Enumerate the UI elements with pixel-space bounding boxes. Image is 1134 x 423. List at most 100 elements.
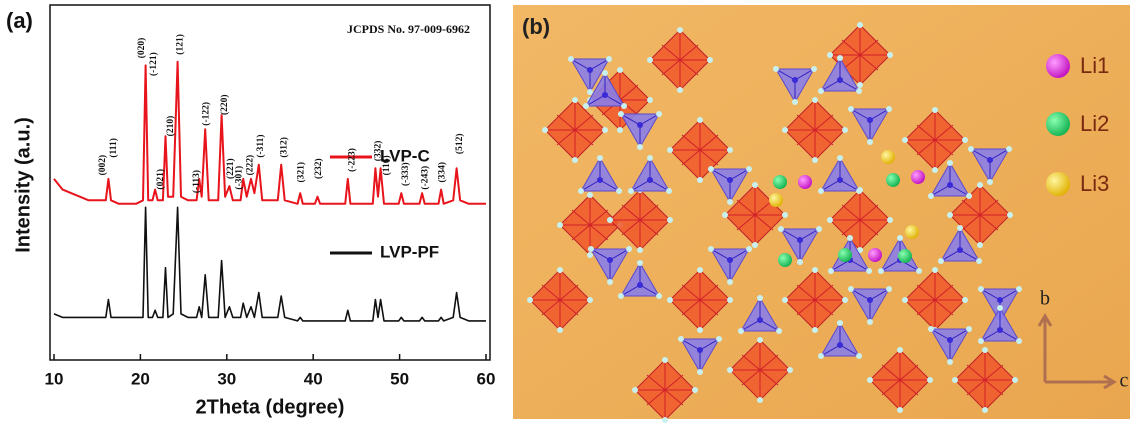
legend-label: Li1: [1080, 53, 1109, 78]
atom: [616, 188, 622, 194]
atom: [856, 88, 862, 94]
atom: [997, 305, 1003, 311]
atom: [607, 217, 613, 223]
atom: [667, 217, 673, 223]
atom: [628, 188, 634, 194]
atom: [667, 147, 673, 153]
series-line: [54, 207, 486, 321]
atom: [897, 235, 903, 241]
atom: [677, 87, 683, 93]
atom: [886, 286, 892, 292]
peak-label: (002): [97, 155, 108, 176]
atom: [557, 267, 563, 273]
peak-label: (116): [381, 155, 392, 175]
atom: [947, 182, 953, 188]
atom: [827, 217, 833, 223]
peak-label: (111): [108, 138, 119, 158]
atom: [738, 328, 744, 334]
atom: [857, 82, 863, 88]
atom: [557, 327, 563, 333]
atom: [692, 387, 698, 393]
atom: [978, 338, 984, 344]
atom: [606, 56, 612, 62]
li-atom: [911, 170, 925, 184]
atom: [773, 66, 779, 72]
li-atom: [769, 193, 783, 207]
peak-label: (-113): [191, 170, 202, 193]
atom: [887, 217, 893, 223]
atom: [757, 397, 763, 403]
atom: [867, 117, 873, 123]
peak-label: (-243): [419, 166, 430, 190]
atom: [848, 286, 854, 292]
atom: [568, 56, 574, 62]
li-atom: [868, 248, 882, 262]
peak-label: (021): [155, 169, 166, 190]
atom: [667, 297, 673, 303]
atom: [902, 297, 908, 303]
x-tick-label: 50: [390, 369, 409, 388]
atom: [637, 144, 643, 150]
atom: [837, 177, 843, 183]
atom: [708, 166, 714, 172]
atom: [607, 257, 613, 263]
atom: [578, 188, 584, 194]
peak-label: (222): [245, 155, 256, 176]
peak-label: (-311): [255, 134, 266, 157]
atom: [632, 387, 638, 393]
atom: [752, 182, 758, 188]
atom: [572, 157, 578, 163]
atom: [776, 328, 782, 334]
x-tick-label: 10: [45, 369, 64, 388]
atom: [617, 67, 623, 73]
atom: [928, 326, 934, 332]
atom: [837, 155, 843, 161]
atom: [867, 319, 873, 325]
atom: [607, 279, 613, 285]
atom: [811, 66, 817, 72]
atom: [818, 353, 824, 359]
atom: [716, 336, 722, 342]
atom: [637, 247, 643, 253]
atom: [938, 258, 944, 264]
atom: [618, 293, 624, 299]
atom: [746, 166, 752, 172]
peak-label: (220): [219, 94, 230, 115]
atom: [587, 67, 593, 73]
li-atom: [881, 150, 895, 164]
atom: [797, 237, 803, 243]
atom: [932, 267, 938, 273]
legend-label: LVP-PF: [380, 242, 439, 261]
axis-label: b: [1040, 288, 1050, 310]
atom: [637, 282, 643, 288]
atom: [597, 155, 603, 161]
atom: [827, 52, 833, 58]
atom: [626, 246, 632, 252]
atom: [1016, 338, 1022, 344]
atom: [812, 157, 818, 163]
atom: [787, 367, 793, 373]
axis-label: c: [1120, 370, 1129, 392]
atom: [957, 225, 963, 231]
li-atom: [778, 253, 792, 267]
peak-label: (-301): [233, 166, 244, 190]
atom: [812, 97, 818, 103]
atom: [902, 137, 908, 143]
atom: [977, 242, 983, 248]
atom: [1016, 286, 1022, 292]
atom: [866, 268, 872, 274]
li-atom: [798, 175, 812, 189]
atom: [678, 336, 684, 342]
atom: [587, 89, 593, 95]
atom: [662, 417, 668, 423]
atom: [897, 407, 903, 413]
atom: [928, 193, 934, 199]
atom: [932, 107, 938, 113]
atom: [966, 326, 972, 332]
atom: [797, 259, 803, 265]
atom: [842, 127, 848, 133]
x-tick-label: 60: [477, 369, 496, 388]
x-tick-label: 20: [131, 369, 150, 388]
y-axis-label: Intensity (a.u.): [12, 117, 34, 253]
atom: [697, 327, 703, 333]
